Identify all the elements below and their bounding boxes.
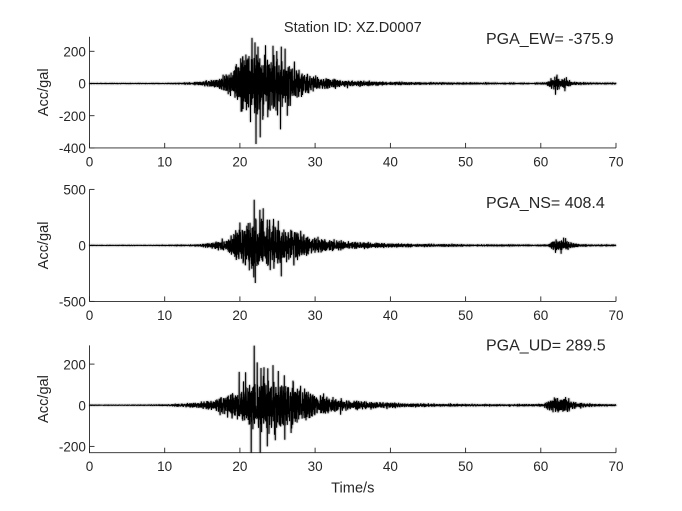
svg-text:30: 30 xyxy=(308,154,323,169)
svg-text:10: 10 xyxy=(157,154,172,169)
svg-text:60: 60 xyxy=(533,308,548,323)
svg-text:20: 20 xyxy=(232,459,247,474)
svg-text:0: 0 xyxy=(78,398,86,413)
svg-text:-200: -200 xyxy=(59,109,86,124)
svg-text:40: 40 xyxy=(383,459,398,474)
svg-text:50: 50 xyxy=(458,308,473,323)
svg-text:500: 500 xyxy=(63,183,86,198)
svg-text:200: 200 xyxy=(63,45,86,60)
svg-text:0: 0 xyxy=(86,459,94,474)
svg-text:Acc/gal: Acc/gal xyxy=(36,68,52,116)
svg-text:PGA_EW= -375.9: PGA_EW= -375.9 xyxy=(486,31,614,48)
svg-text:0: 0 xyxy=(86,308,94,323)
svg-text:50: 50 xyxy=(458,459,473,474)
svg-text:40: 40 xyxy=(383,154,398,169)
svg-text:40: 40 xyxy=(383,308,398,323)
svg-text:0: 0 xyxy=(78,77,86,92)
svg-text:Station ID: XZ.D0007: Station ID: XZ.D0007 xyxy=(284,20,422,36)
svg-text:0: 0 xyxy=(78,239,86,254)
svg-text:70: 70 xyxy=(608,308,623,323)
svg-text:Time/s: Time/s xyxy=(331,480,374,496)
svg-text:70: 70 xyxy=(608,154,623,169)
svg-text:-200: -200 xyxy=(59,440,86,455)
svg-text:10: 10 xyxy=(157,459,172,474)
svg-text:30: 30 xyxy=(308,459,323,474)
svg-text:20: 20 xyxy=(232,154,247,169)
svg-text:Acc/gal: Acc/gal xyxy=(36,221,52,269)
svg-text:30: 30 xyxy=(308,308,323,323)
svg-text:70: 70 xyxy=(608,459,623,474)
svg-text:PGA_NS= 408.4: PGA_NS= 408.4 xyxy=(486,195,605,212)
svg-text:10: 10 xyxy=(157,308,172,323)
svg-text:Acc/gal: Acc/gal xyxy=(36,375,52,423)
svg-text:200: 200 xyxy=(63,357,86,372)
svg-text:60: 60 xyxy=(533,459,548,474)
svg-text:PGA_UD= 289.5: PGA_UD= 289.5 xyxy=(486,338,606,355)
svg-text:0: 0 xyxy=(86,154,94,169)
svg-text:60: 60 xyxy=(533,154,548,169)
svg-text:-500: -500 xyxy=(59,295,86,310)
svg-text:20: 20 xyxy=(232,308,247,323)
svg-text:50: 50 xyxy=(458,154,473,169)
svg-text:-400: -400 xyxy=(59,141,86,156)
